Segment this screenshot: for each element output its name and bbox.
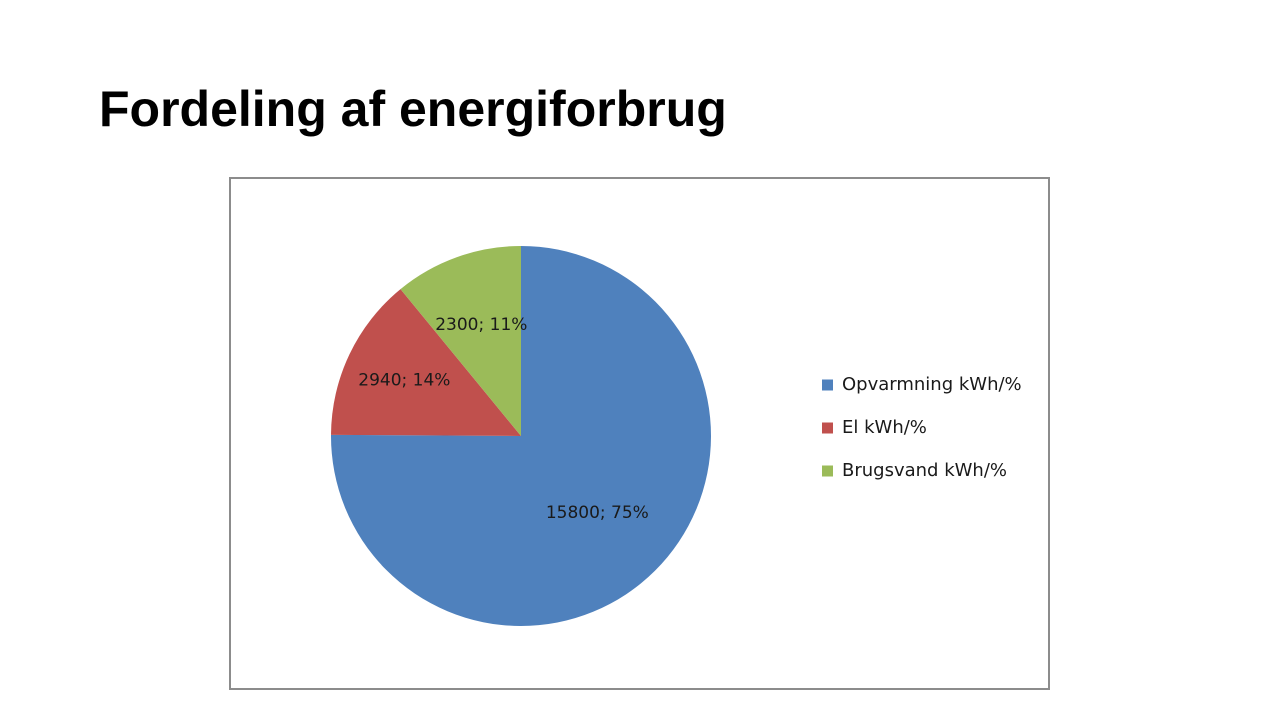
legend-swatch-3 [822,465,833,477]
chart-legend: Opvarmning kWh/% El kWh/% Brugsvand kWh/% [822,374,1022,481]
pie-slices [331,246,712,626]
legend-label-2: El kWh/% [842,417,927,438]
data-label-2: 2940; 14% [358,370,450,390]
pie-chart: 15800; 75% 2940; 14% 2300; 11% Opvarmning … [331,246,1022,626]
pie-slice-1 [331,246,712,626]
legend-label-3: Brugsvand kWh/% [842,460,1007,481]
data-label-1: 15800; 75% [546,503,649,523]
slide-title: Fordeling af energiforbrug [99,81,727,137]
pie-data-labels: 15800; 75% 2940; 14% 2300; 11% [358,315,649,523]
pie-slice-2 [331,289,521,436]
legend-swatch-2 [822,422,833,434]
pie-slice-3 [400,246,521,436]
legend-label-1: Opvarmning kWh/% [842,374,1022,395]
data-label-3: 2300; 11% [435,315,527,335]
chart-frame: 15800; 75% 2940; 14% 2300; 11% Opvarmning … [229,177,1050,690]
legend-swatch-1 [822,379,833,391]
